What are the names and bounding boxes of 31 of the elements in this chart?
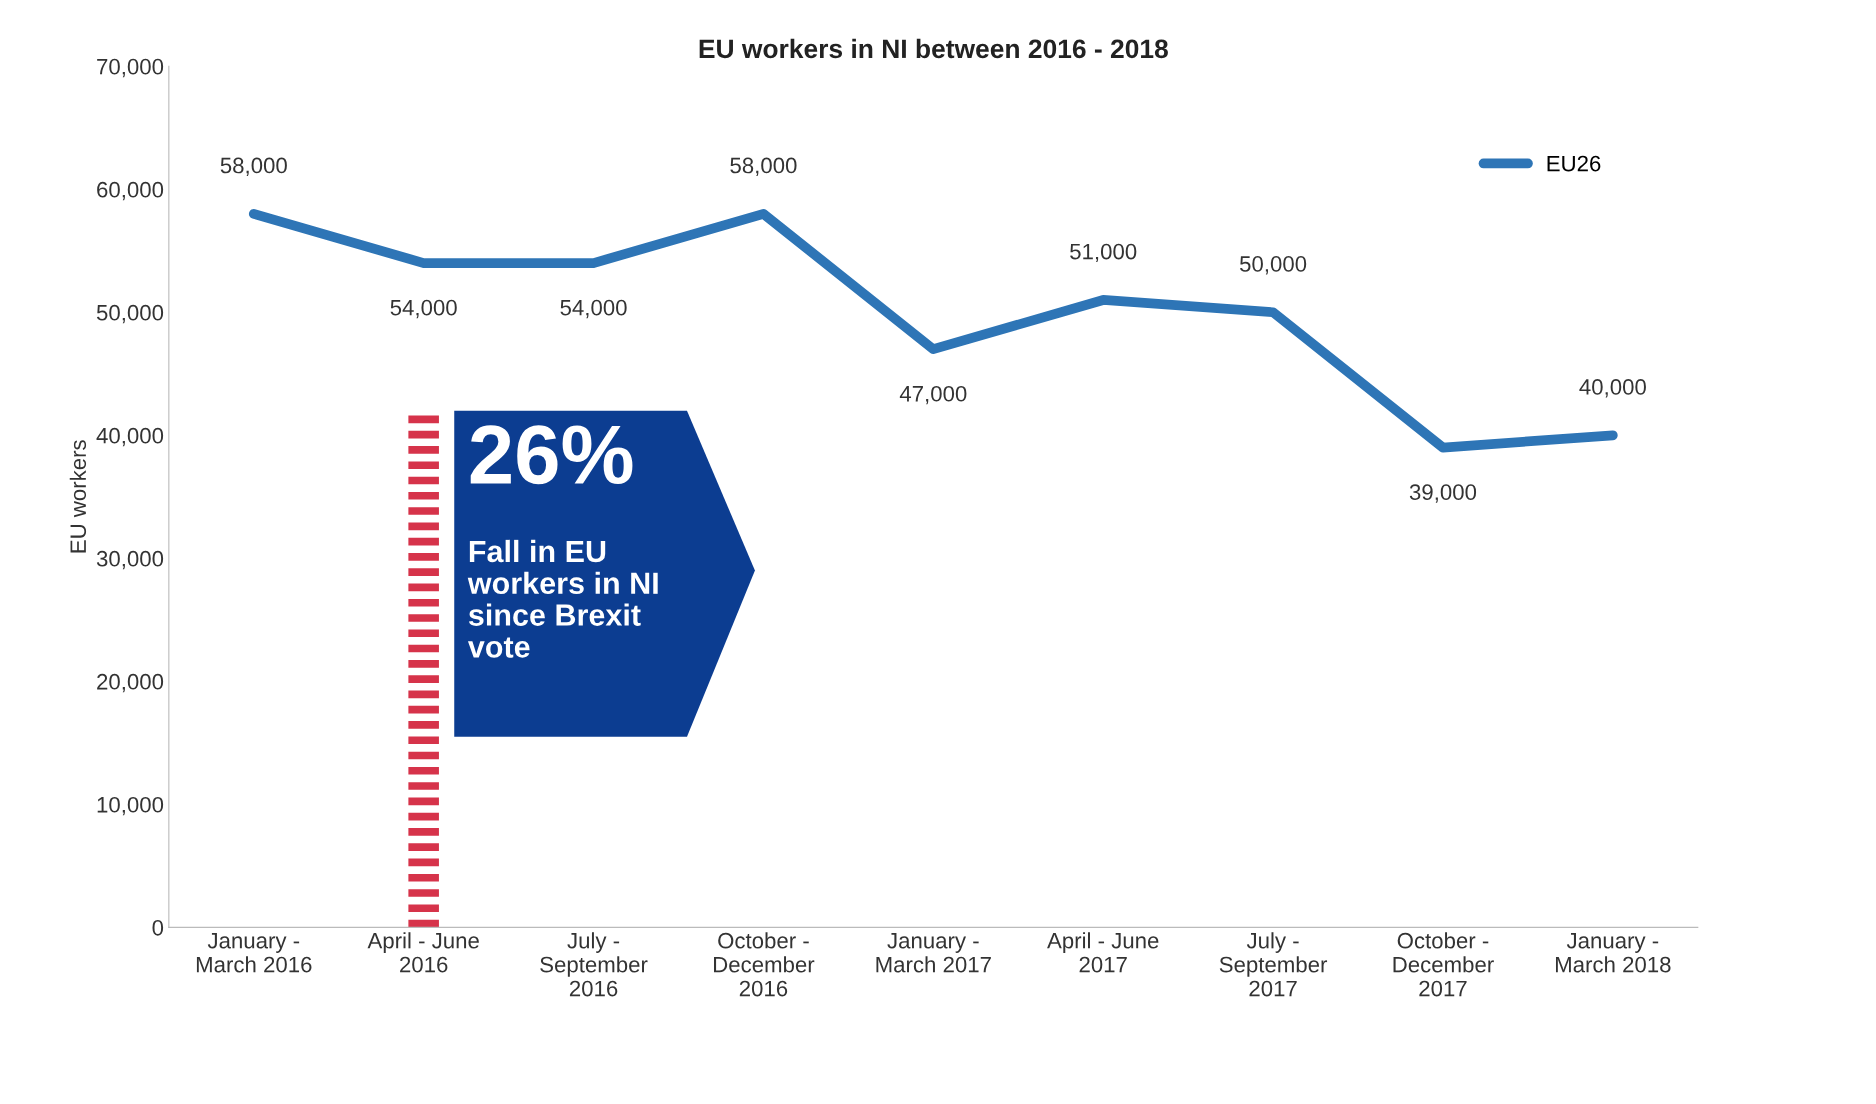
legend-label: EU26 <box>1547 155 1601 172</box>
y-tick-label: 0 <box>152 919 164 936</box>
x-tick-label: January - March 2016 <box>196 933 312 973</box>
x-tick-label: January - March 2018 <box>1555 933 1671 973</box>
data-label: 39,000 <box>1409 484 1477 503</box>
data-label: 54,000 <box>560 299 627 319</box>
y-tick-label: 70,000 <box>97 58 164 78</box>
y-tick-label: 20,000 <box>97 673 164 693</box>
data-label: 58,000 <box>730 157 797 176</box>
data-label: 54,000 <box>390 299 457 319</box>
y-tick-label: 50,000 <box>96 304 164 324</box>
data-label: 40,000 <box>1579 379 1646 398</box>
data-label: 47,000 <box>899 385 967 405</box>
x-tick-label: April - June 2016 <box>367 932 479 973</box>
x-tick-label: April - June 2017 <box>1047 932 1159 973</box>
x-tick-label: October - December 2016 <box>714 932 815 997</box>
y-tick-label: 40,000 <box>96 427 164 447</box>
x-tick-label: July - September 2017 <box>1219 932 1328 997</box>
chart-title: EU workers in NI between 2016 - 2018 <box>699 38 1168 59</box>
x-tick-label: July - September 2016 <box>540 932 648 997</box>
y-tick-label: 30,000 <box>96 550 164 570</box>
annotation: 26% <box>470 425 633 485</box>
data-label: 51,000 <box>1070 243 1137 263</box>
y-tick-label: 10,000 <box>97 796 164 816</box>
data-label: 58,000 <box>220 157 287 176</box>
x-tick-label: January - March 2017 <box>876 933 991 973</box>
y-tick-label: 60,000 <box>97 181 164 201</box>
y-axis-title: EU workers <box>69 440 87 553</box>
data-label: 50,000 <box>1239 256 1307 275</box>
x-tick-label: October - December 2017 <box>1393 932 1494 997</box>
annotation: Fall in EU workers in NI since Brexit vote <box>467 539 658 658</box>
